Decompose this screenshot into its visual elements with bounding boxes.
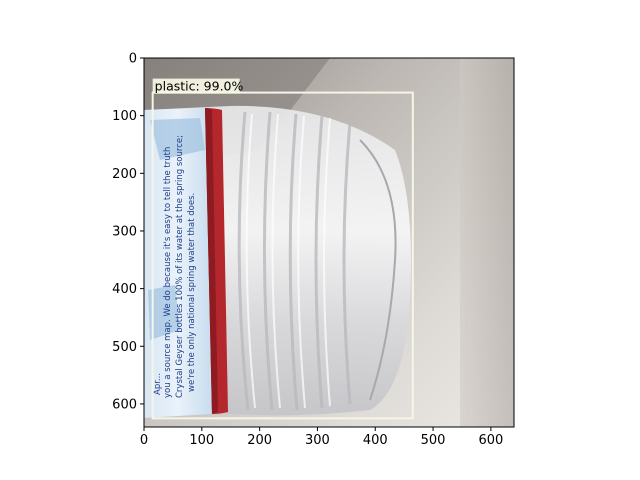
bottle-label-text-line: we're the only national spring water tha… bbox=[187, 193, 197, 392]
detections-layer: plastic: 99.0% bbox=[151, 78, 414, 420]
y-tick-label: 0 bbox=[129, 52, 137, 67]
x-tick-label: 100 bbox=[189, 433, 214, 448]
x-tick-label: 500 bbox=[421, 433, 446, 448]
x-tick-label: 0 bbox=[140, 433, 148, 448]
detection-box bbox=[151, 91, 414, 420]
x-tick-label: 600 bbox=[478, 433, 503, 448]
x-tick-label: 400 bbox=[363, 433, 388, 448]
bottle-label-text-line: Crystal Geyser bottles 100% of its water… bbox=[175, 135, 185, 398]
axes-frame bbox=[143, 57, 515, 428]
y-axis: 0 100 200 300 400 500 600 bbox=[112, 52, 144, 412]
y-tick-label: 500 bbox=[112, 340, 137, 355]
x-axis: 0 100 200 300 400 500 600 bbox=[140, 427, 503, 448]
x-tick-label: 300 bbox=[305, 433, 330, 448]
bottle-label-text-line: Apr... bbox=[153, 373, 163, 395]
y-tick-label: 300 bbox=[112, 224, 137, 239]
detection-label: plastic: 99.0% bbox=[155, 79, 244, 94]
x-tick-label: 200 bbox=[247, 433, 272, 448]
y-tick-label: 600 bbox=[112, 397, 137, 412]
y-tick-label: 200 bbox=[112, 167, 137, 182]
bottle-photo: Apr... you a source map. We do because i… bbox=[144, 58, 514, 427]
y-tick-label: 100 bbox=[112, 109, 137, 124]
y-tick-label: 400 bbox=[112, 282, 137, 297]
bottle-label-text-line: you a source map. We do because it's eas… bbox=[163, 147, 173, 398]
detection-label-bg bbox=[152, 78, 240, 94]
